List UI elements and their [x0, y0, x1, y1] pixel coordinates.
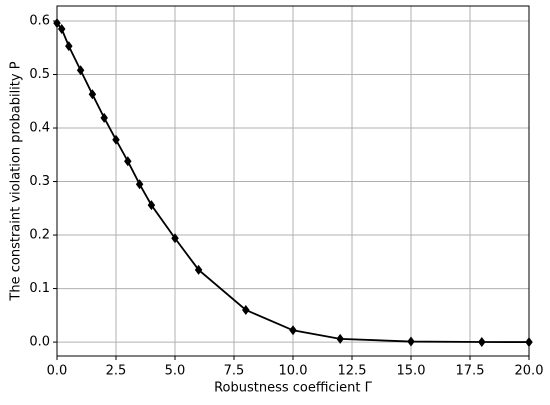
y-tick-label: 0.6	[29, 13, 50, 28]
data-point	[525, 337, 533, 348]
data-point	[407, 336, 415, 347]
data-point	[336, 333, 344, 344]
y-tick-label: 0.1	[29, 281, 50, 296]
data-point	[112, 134, 120, 145]
x-tick-label: 15.0	[397, 364, 426, 379]
y-tick-label: 0.4	[29, 121, 50, 136]
data-point	[76, 65, 85, 76]
data-point	[242, 304, 250, 315]
data-point	[478, 336, 486, 347]
data-point	[171, 233, 179, 244]
data-point	[135, 179, 144, 190]
data-line	[56, 22, 530, 343]
data-point	[147, 200, 156, 211]
x-tick-label: 12.5	[338, 364, 367, 379]
data-point	[289, 325, 297, 336]
x-tick-label: 10.0	[279, 364, 308, 379]
x-tick-label: 2.5	[106, 364, 127, 379]
y-tick-label: 0.3	[29, 174, 50, 189]
data-point	[53, 18, 61, 29]
y-tick-label: 0.2	[29, 228, 50, 243]
data-point	[65, 41, 73, 52]
x-tick-label: 20.0	[515, 364, 544, 379]
x-tick-label: 7.5	[224, 364, 245, 379]
x-axis-label: Robustness coefficient Γ	[214, 381, 373, 396]
y-tick-label: 0.0	[29, 335, 50, 350]
data-point	[194, 264, 203, 275]
x-tick-label: 0.0	[47, 364, 68, 379]
data-point	[57, 24, 66, 35]
x-tick-label: 5.0	[165, 364, 186, 379]
data-point	[88, 89, 97, 100]
data-point	[100, 112, 108, 123]
data-point	[124, 156, 132, 167]
y-axis-label: The constraint violation probability P	[9, 61, 24, 301]
x-tick-label: 17.5	[456, 364, 485, 379]
y-tick-label: 0.5	[29, 67, 50, 82]
plot-frame	[56, 5, 530, 357]
